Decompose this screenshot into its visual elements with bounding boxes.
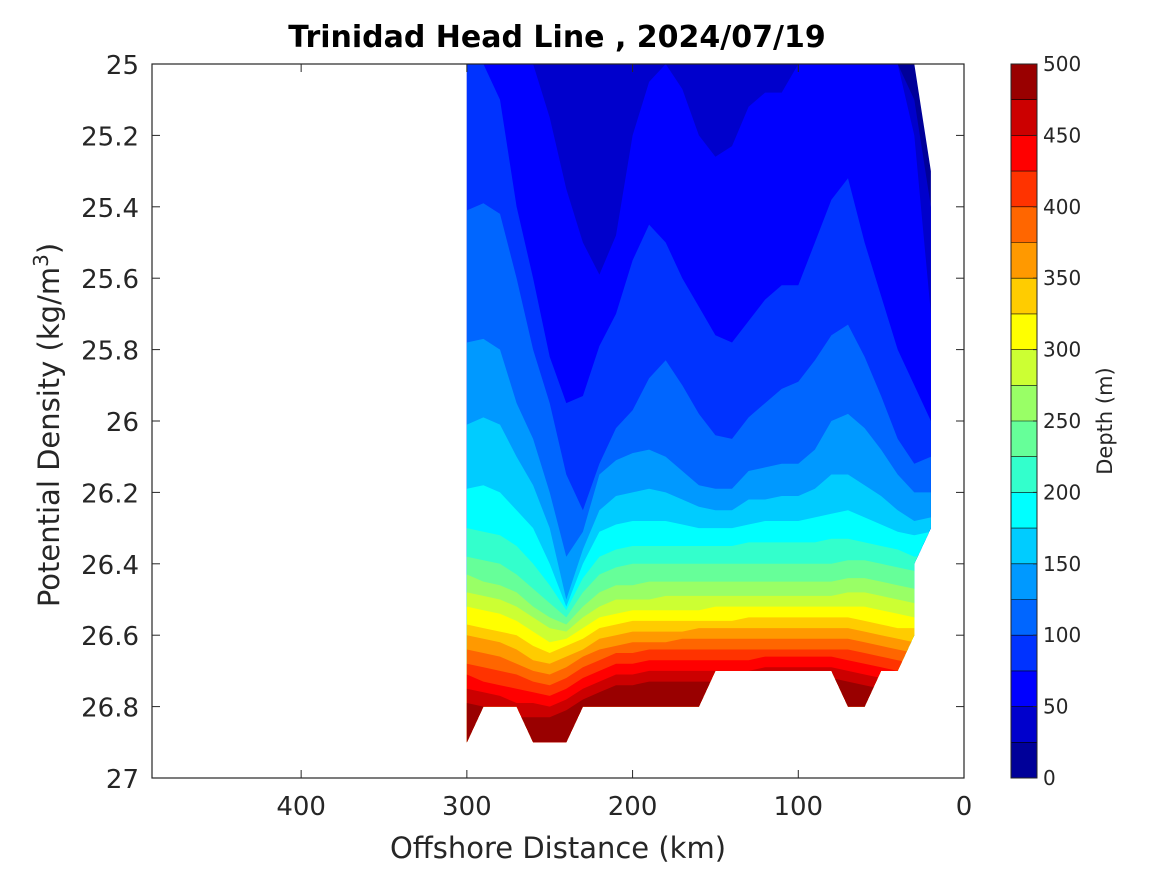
y-axis-label-main: Potential Density (kg/m [32,267,66,607]
colorbar-swatch [1011,670,1037,707]
colorbar-swatch [1011,706,1037,743]
x-axis-label: Offshore Distance (km) [390,831,726,865]
colorbar-tick-label: 100 [1043,623,1081,647]
colorbar-tick-label: 400 [1043,195,1081,219]
colorbar-swatch [1011,385,1037,421]
colorbar-swatch [1011,421,1037,457]
colorbar-swatch [1011,742,1037,778]
colorbar-tick-label: 500 [1043,52,1081,76]
colorbar-tick-label: 250 [1043,409,1081,433]
colorbar-swatch [1011,563,1037,600]
x-tick-label: 200 [608,792,658,822]
chart-title: Trinidad Head Line , 2024/07/19 [288,20,825,55]
colorbar-swatch [1011,206,1037,243]
colorbar-swatch [1011,99,1037,136]
colorbar-swatch [1011,313,1037,350]
colorbar-tick-label: 0 [1043,766,1056,790]
colorbar-tick-label: 450 [1043,123,1081,147]
y-tick-label: 25 [106,51,139,81]
x-tick-label: 300 [442,792,492,822]
colorbar-swatch [1011,64,1037,100]
y-tick-label: 25.8 [81,337,139,367]
x-tick-label: 100 [773,792,823,822]
colorbar-swatch [1011,349,1037,386]
colorbar-swatch [1011,278,1037,314]
y-tick-label: 26.8 [81,694,139,724]
y-axis-label-exponent: 3 [29,254,53,267]
x-tick-label: 0 [956,792,973,822]
colorbar-swatch [1011,492,1037,529]
y-tick-label: 26.6 [81,622,139,652]
colorbar-swatch [1011,599,1037,636]
colorbar-swatch [1011,528,1037,564]
y-axis-label-close: ) [32,243,66,254]
colorbar-tick-label: 50 [1043,695,1068,719]
y-tick-label: 25.6 [81,265,139,295]
colorbar-swatch [1011,242,1037,279]
x-axis: 400 300 200 100 0 [276,64,972,822]
colorbar-swatch [1011,635,1037,671]
y-tick-label: 25.4 [81,194,139,224]
colorbar: 0 50 100 150 200 250 300 350 400 450 500 [1010,52,1081,790]
colorbar-swatch [1011,171,1037,207]
x-tick-label: 400 [276,792,326,822]
colorbar-swatch [1011,456,1037,493]
y-tick-label: 26 [106,408,139,438]
colorbar-tick-label: 150 [1043,552,1081,576]
colorbar-swatch [1011,135,1037,172]
y-tick-label: 25.2 [81,122,139,152]
colorbar-tick-label: 300 [1043,338,1081,362]
colorbar-tick-label: 200 [1043,480,1081,504]
y-tick-label: 26.4 [81,551,139,581]
y-tick-label: 26.2 [81,479,139,509]
y-tick-label: 27 [106,765,139,795]
y-axis-label: Potential Density (kg/m3) [29,243,66,607]
colorbar-label: Depth (m) [1093,367,1117,474]
y-axis: 25 25.2 25.4 25.6 25.8 26 26.2 26.4 26.6 26.8 27 [81,51,964,795]
colorbar-tick-label: 350 [1043,266,1081,290]
